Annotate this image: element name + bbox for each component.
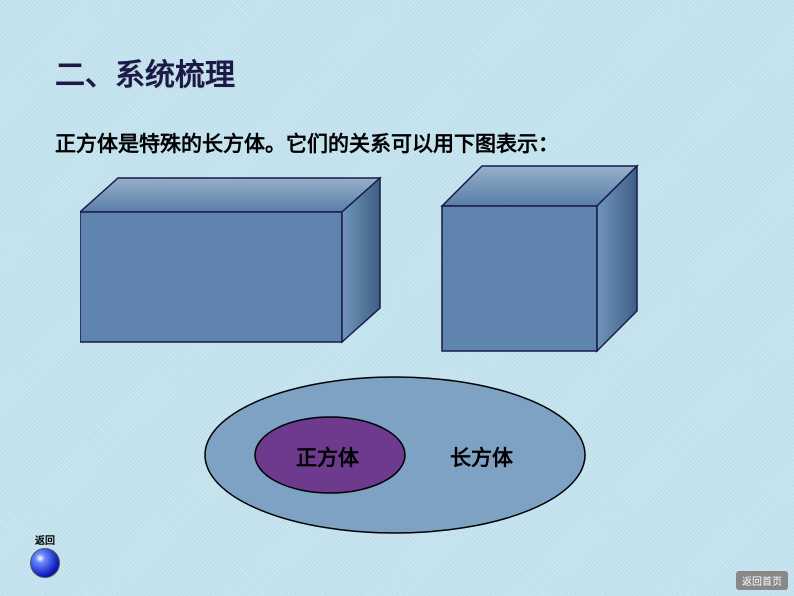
cube-front-face bbox=[442, 206, 597, 351]
back-button-label: 返回 bbox=[30, 532, 60, 547]
cube-3d-shape bbox=[440, 158, 650, 358]
back-button-group[interactable]: 返回 bbox=[30, 532, 60, 578]
cuboid-front-face bbox=[80, 212, 342, 342]
home-button[interactable]: 返回首页 bbox=[736, 571, 788, 590]
section-title: 二、系统梳理 bbox=[55, 50, 235, 94]
venn-outer-label: 长方体 bbox=[450, 442, 513, 472]
venn-inner-label: 正方体 bbox=[296, 442, 359, 472]
section-subtitle: 正方体是特殊的长方体。它们的关系可以用下图表示： bbox=[55, 128, 559, 158]
cuboid-top-face bbox=[80, 178, 380, 212]
venn-diagram bbox=[195, 373, 595, 543]
back-sphere-icon[interactable] bbox=[30, 548, 60, 578]
cuboid-3d-shape bbox=[80, 170, 390, 360]
